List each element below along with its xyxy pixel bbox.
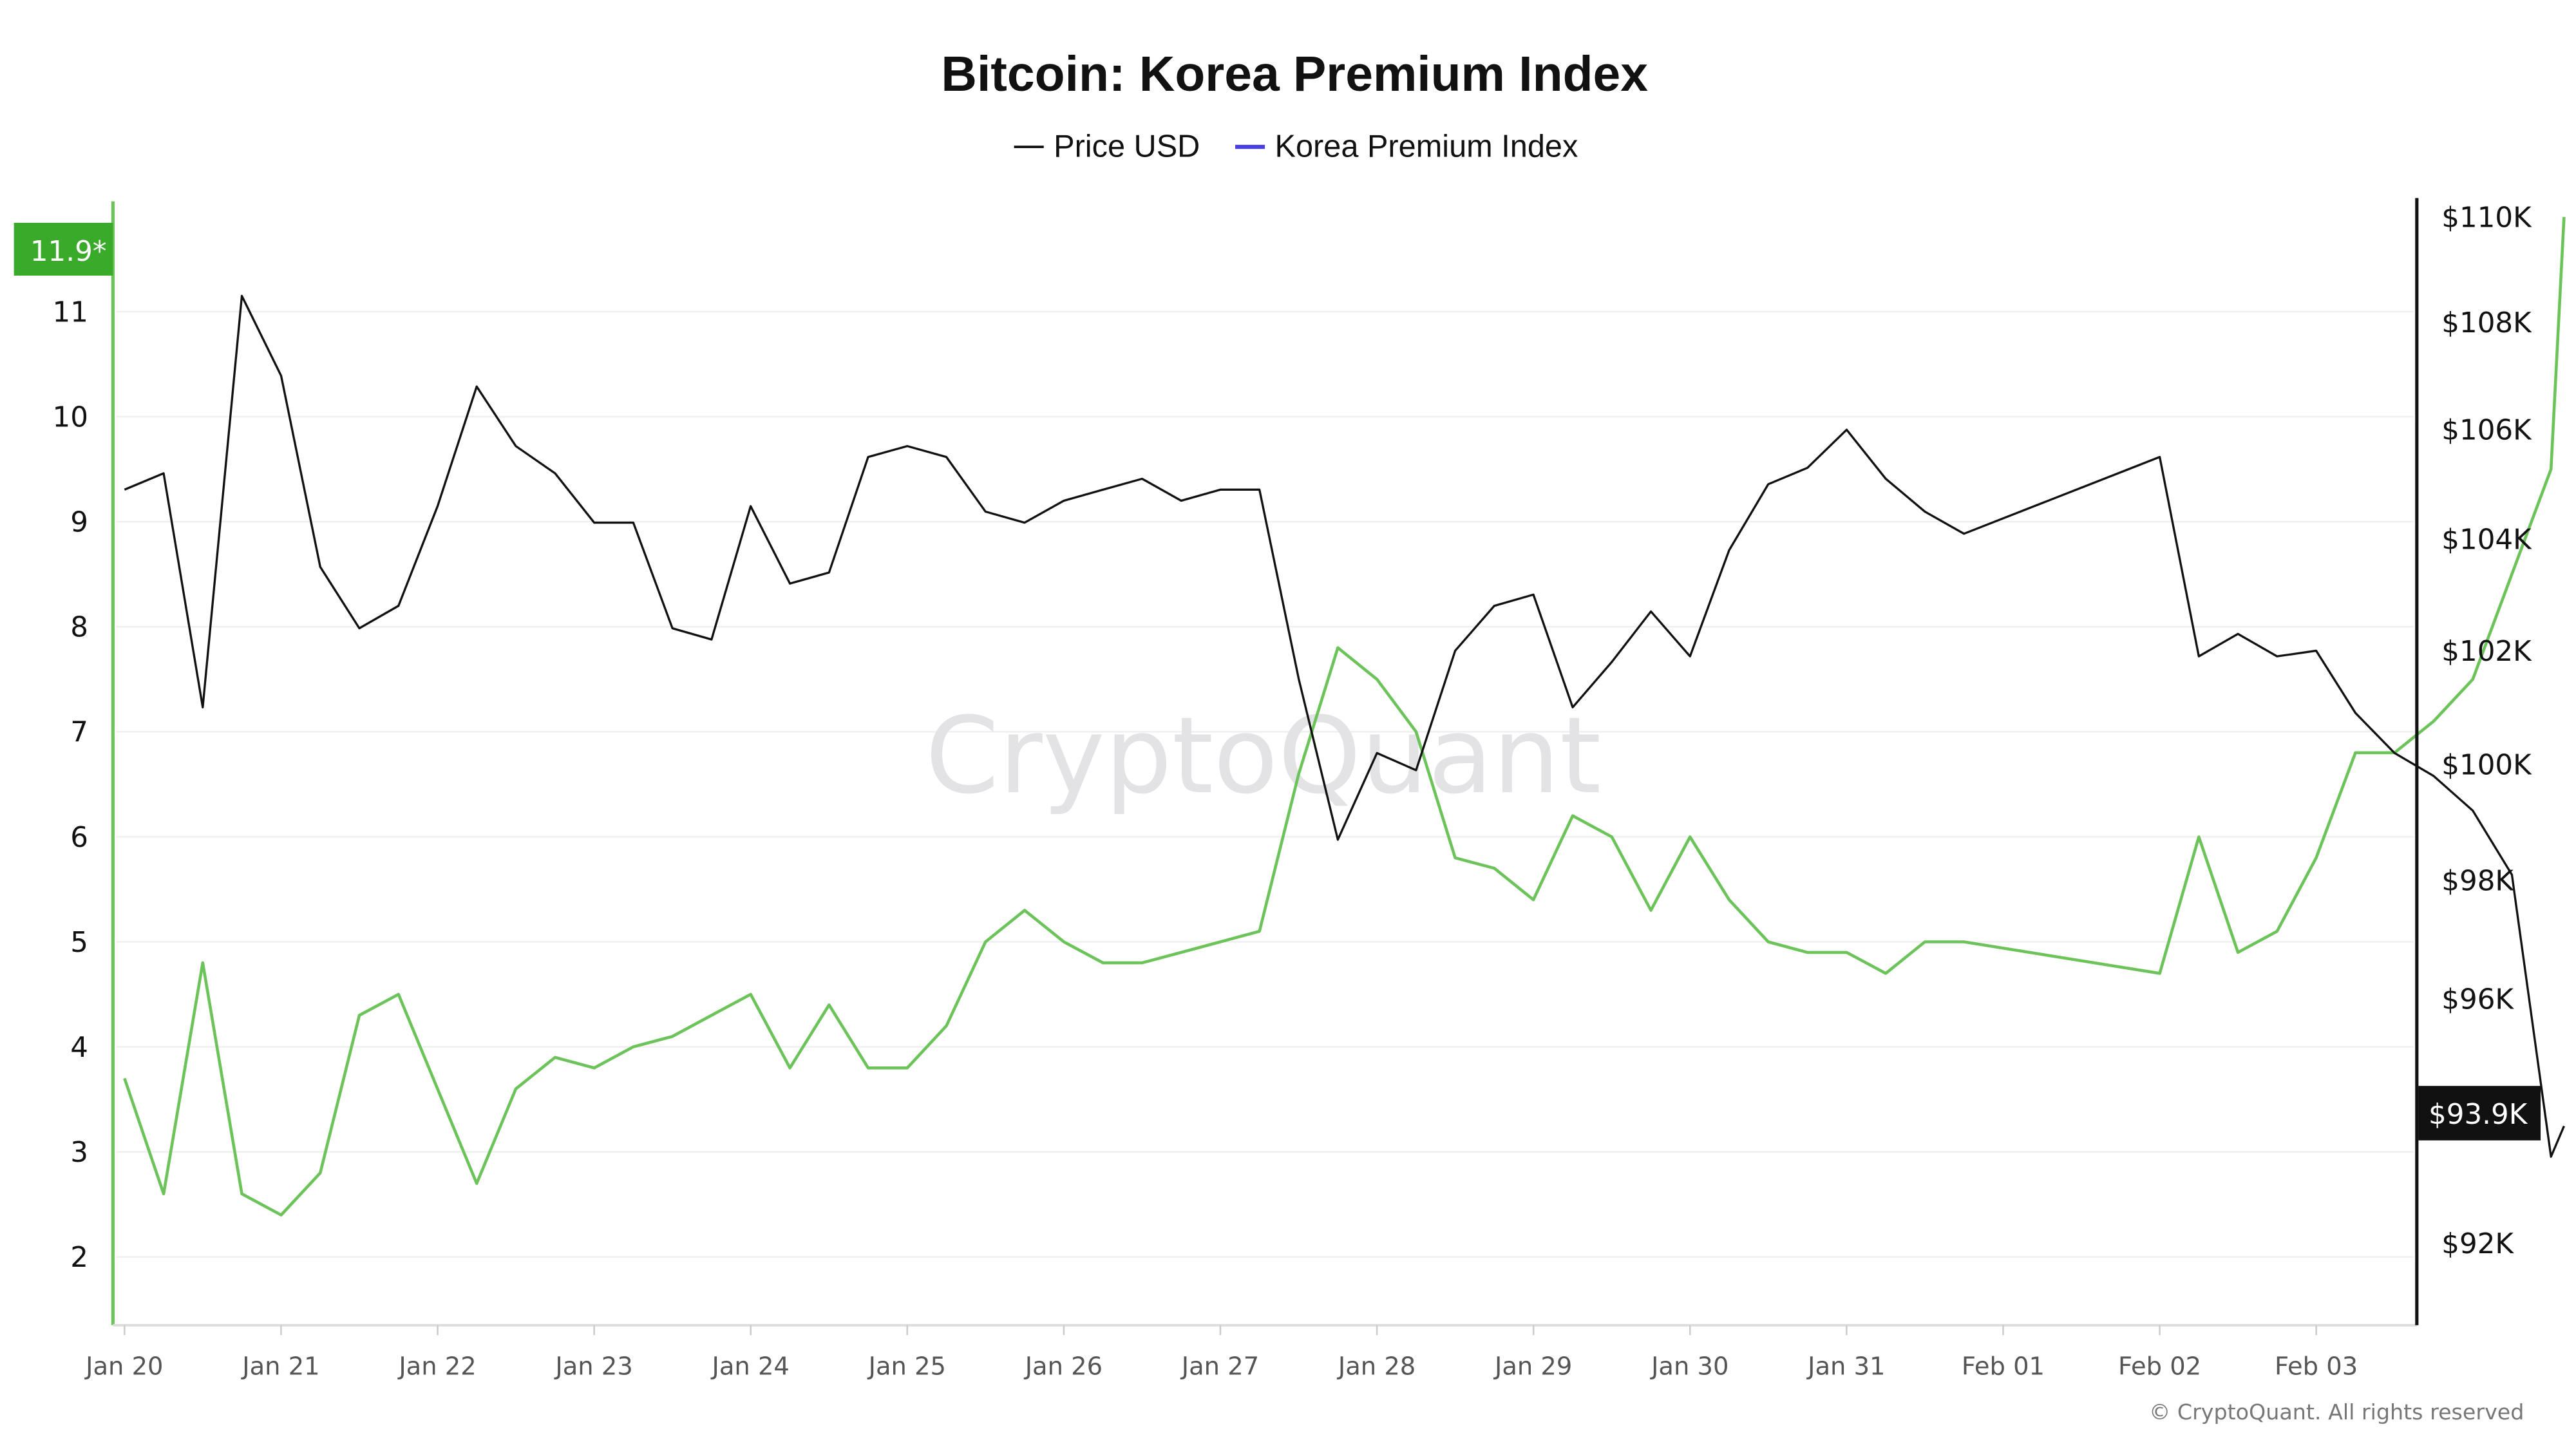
- left-axis-ticks: 2 3 4 5 6 7 8 9 10 11: [53, 296, 88, 1274]
- left-tick-label: 7: [70, 717, 88, 749]
- left-tick-label: 8: [70, 612, 88, 644]
- watermark: CryptoQuant: [925, 694, 1602, 817]
- right-tick-label: $108K: [2441, 307, 2532, 339]
- left-current-value: 11.9*: [30, 236, 107, 268]
- gridlines: [116, 310, 2414, 1258]
- x-tick-label: Jan 20: [84, 1352, 163, 1381]
- left-tick-label: 3: [70, 1137, 88, 1169]
- left-tick-label: 11: [53, 296, 88, 328]
- right-tick-label: $106K: [2441, 415, 2532, 447]
- x-tick-label: Jan 29: [1493, 1352, 1572, 1381]
- x-tick-label: Jan 25: [867, 1352, 946, 1381]
- left-tick-label: 5: [70, 927, 88, 959]
- x-tick-label: Feb 01: [1962, 1352, 2045, 1381]
- x-tick-label: Jan 31: [1806, 1352, 1885, 1381]
- x-tick-label: Feb 02: [2118, 1352, 2201, 1381]
- legend-label-price[interactable]: Price USD: [1054, 129, 1200, 164]
- x-tick-label: Jan 22: [397, 1352, 476, 1381]
- chart-title: Bitcoin: Korea Premium Index: [941, 46, 1648, 102]
- x-tick-label: Jan 23: [554, 1352, 632, 1381]
- x-tick-label: Jan 26: [1024, 1352, 1103, 1381]
- x-tick-label: Jan 30: [1650, 1352, 1728, 1381]
- left-tick-label: 6: [70, 822, 88, 854]
- x-tick-label: Jan 24: [711, 1352, 790, 1381]
- left-tick-label: 4: [70, 1032, 88, 1064]
- x-tick-label: Jan 27: [1180, 1352, 1259, 1381]
- left-tick-label: 10: [53, 401, 88, 433]
- right-tick-label: $96K: [2441, 984, 2514, 1016]
- korea-premium-index-line: [123, 216, 2566, 1217]
- price-usd-line: [124, 294, 2565, 1158]
- x-tick-label: Jan 28: [1337, 1352, 1416, 1381]
- copyright: © CryptoQuant. All rights reserved: [2149, 1399, 2524, 1425]
- right-current-value-badge: $93.9K: [2418, 1086, 2541, 1141]
- x-tick-label: Jan 21: [241, 1352, 319, 1381]
- left-tick-label: 9: [70, 506, 88, 538]
- x-axis-ticks: Jan 20 Jan 21 Jan 22 Jan 23 Jan 24 Jan 25 Jan …: [84, 1325, 2358, 1381]
- legend: Price USD Korea Premium Index: [1014, 129, 1578, 164]
- right-tick-label: $110K: [2441, 202, 2532, 234]
- right-tick-label: $100K: [2441, 749, 2532, 781]
- right-tick-label: $98K: [2441, 866, 2514, 898]
- right-current-value: $93.9K: [2429, 1099, 2528, 1131]
- legend-label-kpi[interactable]: Korea Premium Index: [1274, 129, 1578, 164]
- right-tick-label: $104K: [2441, 524, 2532, 556]
- right-tick-label: $92K: [2441, 1228, 2514, 1260]
- x-tick-label: Feb 03: [2275, 1352, 2358, 1381]
- right-axis-ticks: $92K $96K $98K $100K $102K $104K $106K $108K $11…: [2441, 202, 2532, 1260]
- left-current-value-badge: 11.9*: [14, 222, 113, 276]
- right-tick-label: $102K: [2441, 636, 2532, 668]
- left-tick-label: 2: [70, 1242, 88, 1274]
- plot-lines: [123, 216, 2566, 1217]
